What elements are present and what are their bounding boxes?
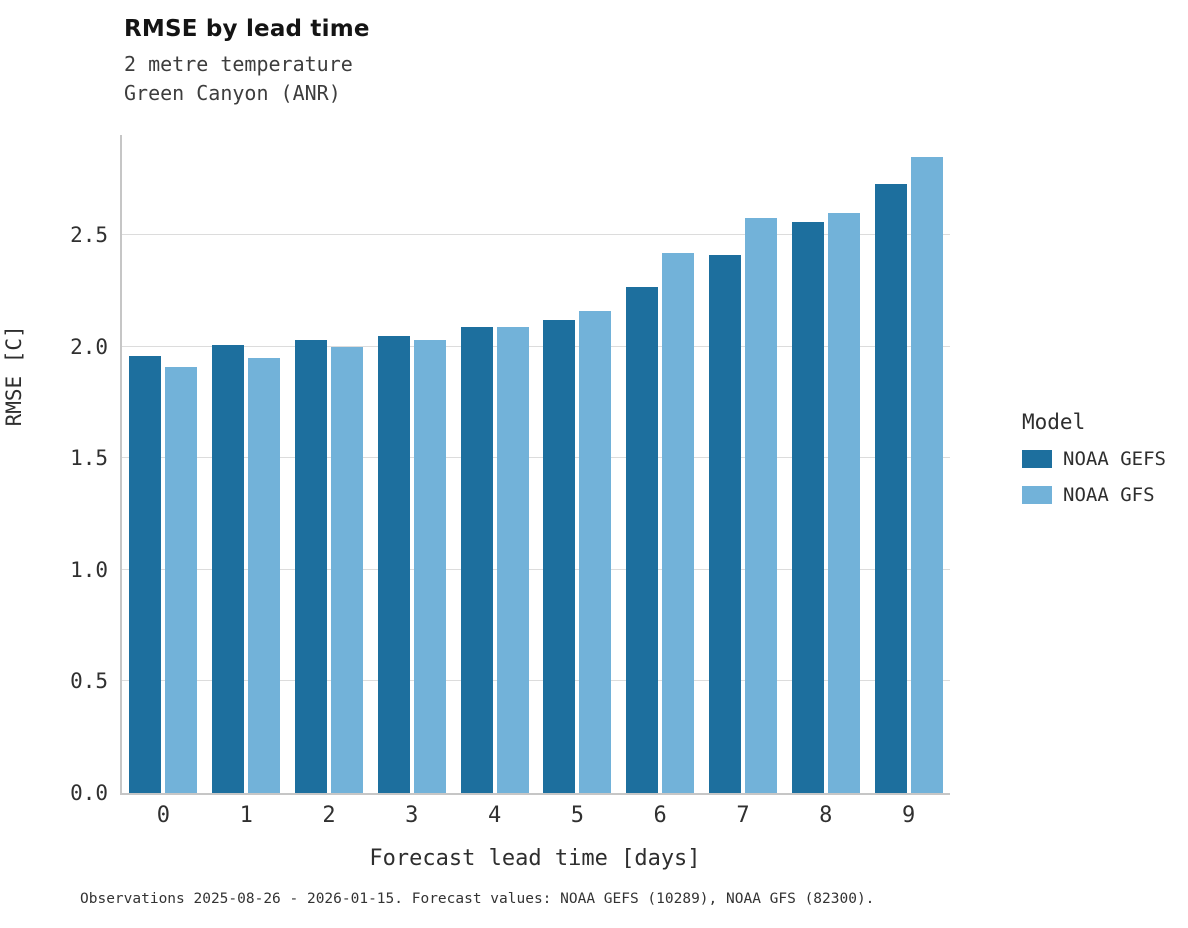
bar-noaa-gefs-lead-9	[874, 184, 907, 793]
bar-noaa-gfs-lead-9	[910, 157, 943, 793]
bar-noaa-gefs-lead-2	[294, 340, 327, 793]
y-tick-label: 0.5	[70, 669, 108, 694]
bar-group-lead-8	[784, 135, 867, 793]
x-tick-label-1: 1	[239, 803, 253, 828]
y-tick-label: 0.0	[70, 781, 108, 805]
gridline-y-1.5	[122, 457, 950, 459]
legend-label: NOAA GEFS	[1063, 448, 1166, 470]
bar-group-lead-1	[205, 135, 288, 793]
legend-label: NOAA GFS	[1063, 484, 1155, 506]
y-axis-label: RMSE [C]	[2, 325, 26, 427]
gridline-y-2.5	[122, 234, 950, 236]
bar-noaa-gefs-lead-4	[460, 326, 493, 793]
gridline-y-0.5	[122, 680, 950, 682]
bar-noaa-gefs-lead-1	[212, 344, 245, 793]
bars	[122, 135, 950, 793]
y-tick-label: 2.5	[70, 223, 108, 248]
bar-group-lead-6	[619, 135, 702, 793]
y-tick-label: 2.0	[70, 334, 108, 359]
chart-subtitle-variable: 2 metre temperature	[124, 52, 353, 76]
bar-group-lead-7	[702, 135, 785, 793]
x-tick-labels: 0 1 2 3 4 5 6 7 8 9	[122, 803, 950, 828]
bar-noaa-gefs-lead-5	[543, 320, 576, 793]
plot-area: 0 1 2 3 4 5 6 7 8 9 0.0 0.5 1.0 1.5 2.0 2.5	[70, 135, 950, 828]
legend-entry-noaa-gfs: NOAA GFS	[1022, 484, 1166, 506]
bar-noaa-gfs-lead-7	[744, 217, 777, 793]
legend: Model NOAA GEFS NOAA GFS	[1022, 410, 1166, 520]
bar-noaa-gefs-lead-6	[626, 286, 659, 793]
bar-noaa-gefs-lead-0	[129, 355, 162, 793]
bar-noaa-gfs-lead-2	[330, 346, 363, 793]
y-tick-label: 1.0	[70, 557, 108, 582]
legend-entries: NOAA GEFS NOAA GFS	[1022, 448, 1166, 506]
bar-noaa-gfs-lead-6	[662, 253, 695, 793]
x-axis-label: Forecast lead time [days]	[369, 846, 701, 871]
bar-noaa-gefs-lead-7	[708, 255, 741, 793]
x-tick-label-4: 4	[487, 803, 502, 828]
bar-group-lead-3	[370, 135, 453, 793]
bar-noaa-gfs-lead-1	[248, 358, 281, 793]
gridline-y-1	[122, 568, 950, 570]
chart-title: RMSE by lead time	[124, 16, 370, 42]
x-tick-label-9: 9	[901, 803, 916, 828]
bar-noaa-gfs-lead-4	[496, 326, 529, 793]
gridline-y-2	[122, 345, 950, 347]
bar-group-lead-2	[288, 135, 371, 793]
bar-noaa-gfs-lead-8	[827, 213, 860, 793]
legend-title: Model	[1022, 410, 1086, 434]
chart-subtitle-location: Green Canyon (ANR)	[124, 81, 341, 105]
x-tick-label-3: 3	[405, 803, 419, 828]
bar-noaa-gefs-lead-3	[377, 335, 410, 793]
x-tick-label-0: 0	[156, 803, 171, 828]
bar-group-lead-4	[453, 135, 536, 793]
x-tick-label-8: 8	[819, 803, 833, 828]
bar-noaa-gefs-lead-8	[791, 222, 824, 793]
gridlines	[122, 135, 950, 793]
legend-swatch-noaa-gfs	[1022, 486, 1052, 504]
x-tick-label-2: 2	[322, 803, 336, 828]
bar-group-lead-9	[867, 135, 950, 793]
footer-caption: Observations 2025-08-26 - 2026-01-15. Fo…	[80, 891, 875, 907]
bar-noaa-gfs-lead-0	[165, 366, 198, 793]
bar-group-lead-0	[122, 135, 205, 793]
bar-noaa-gfs-lead-3	[413, 340, 446, 793]
x-tick-label-5: 5	[570, 803, 584, 828]
bar-group-lead-5	[536, 135, 619, 793]
y-tick-label: 1.5	[70, 446, 108, 471]
legend-entry-noaa-gefs: NOAA GEFS	[1022, 448, 1166, 470]
x-tick-label-7: 7	[736, 803, 750, 828]
bar-noaa-gfs-lead-5	[579, 311, 612, 793]
legend-swatch-noaa-gefs	[1022, 450, 1052, 468]
x-tick-label-6: 6	[653, 803, 667, 828]
